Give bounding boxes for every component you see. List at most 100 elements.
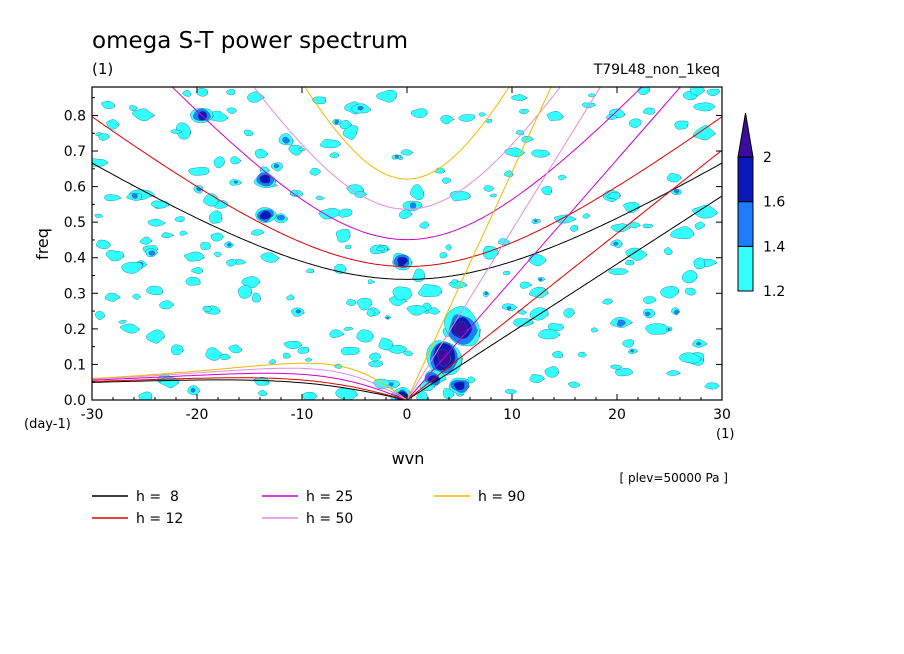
contour-level-1: [642, 107, 655, 115]
contour-level-1: [691, 204, 719, 219]
contour-level-1: [346, 299, 357, 306]
dispersion-curves: [92, 87, 722, 400]
contour-level-1: [95, 239, 111, 249]
contour-level-1: [335, 229, 351, 243]
contour-level-1: [666, 370, 681, 376]
contour-level-2: [673, 189, 680, 194]
contour-level-1: [388, 344, 408, 354]
contour-level-1: [258, 390, 268, 397]
feature-core: [259, 210, 272, 220]
contour-level-1: [315, 195, 325, 200]
contour-level-1: [105, 250, 125, 262]
contour-level-2: [409, 202, 416, 209]
contour-level-1: [546, 110, 564, 121]
contour-level-2: [148, 250, 156, 256]
contour-level-2: [357, 105, 364, 111]
contour-level-1: [297, 347, 309, 354]
contour-level-1: [179, 230, 188, 236]
contour-level-1: [228, 344, 243, 354]
contour-level-1: [376, 89, 397, 103]
contour-level-2: [484, 292, 488, 296]
contour-level-1: [629, 222, 641, 229]
contour-level-1: [637, 87, 651, 95]
contour-level-1: [441, 177, 452, 184]
contour-level-1: [622, 339, 634, 348]
contour-level-1: [624, 259, 635, 266]
x-tick-label: -20: [186, 407, 209, 423]
contour-level-1: [660, 286, 680, 299]
contour-level-1: [226, 89, 236, 96]
chart-subtitle-right: T79L48_non_1keq: [593, 62, 720, 78]
contour-level-1: [398, 209, 413, 219]
contour-level-1: [286, 294, 295, 301]
rossby-curve: [92, 362, 408, 400]
contour-level-1: [226, 107, 237, 114]
contour-level-2: [389, 382, 394, 387]
contour-level-1: [118, 319, 127, 324]
contour-level-1: [642, 223, 654, 229]
y-tick-label: 0.2: [64, 322, 86, 338]
contour-level-1: [502, 270, 511, 276]
contour-level-1: [268, 359, 277, 364]
legend-label: h = 12: [136, 511, 183, 527]
contour-level-1: [412, 268, 426, 283]
contour-level-1: [602, 298, 613, 305]
contour-level-1: [367, 279, 376, 285]
contour-level-1: [343, 326, 354, 331]
contour-level-1: [209, 210, 223, 224]
contour-level-1: [288, 144, 303, 156]
contour-level-1: [663, 247, 673, 255]
y-axis-title: freq: [33, 228, 52, 260]
contour-level-1: [132, 293, 142, 300]
inertio-gravity-curve: [304, 87, 510, 180]
contour-level-1: [132, 108, 156, 122]
contour-level-1: [121, 261, 143, 274]
y-axis: 0.0 0.1 0.2 0.3 0.4 0.5 0.6 0.7 0.8: [64, 97, 722, 409]
contour-level-1: [610, 364, 623, 370]
contour-level-2: [673, 309, 680, 315]
contour-level-1: [188, 167, 210, 176]
contour-level-1: [666, 173, 682, 183]
contour-level-1: [369, 352, 381, 362]
x-axis: -30 -20 -10 0 10 20 30: [81, 87, 731, 423]
legend-label: h = 90: [478, 489, 525, 505]
contour-level-2: [295, 309, 301, 314]
contour-level-1: [251, 292, 261, 303]
power-contours: [92, 87, 720, 400]
contour-level-1: [450, 279, 459, 284]
contour-level-1: [693, 102, 716, 112]
rossby-curve: [92, 372, 408, 400]
contour-level-1: [378, 337, 394, 351]
contour-level-1: [171, 344, 184, 356]
contour-level-1: [445, 244, 452, 251]
contour-level-1: [519, 281, 533, 289]
contour-level-2: [696, 341, 702, 346]
contour-level-1: [146, 329, 166, 344]
inertio-gravity-curve: [92, 116, 722, 267]
rossby-curve: [92, 377, 408, 400]
x-units-label: (1): [716, 427, 734, 442]
x-axis-title: wvn: [392, 449, 425, 468]
contour-level-1: [403, 350, 413, 357]
contour-level-2: [616, 319, 626, 327]
contour-level-1: [210, 232, 224, 242]
contour-level-1: [681, 270, 698, 284]
contour-level-1: [203, 193, 219, 207]
colorbar-segment: [737, 201, 754, 247]
contour-level-1: [183, 251, 205, 262]
colorbar-segment: [737, 156, 754, 203]
contour-level-1: [366, 308, 376, 317]
contour-level-1: [610, 223, 632, 232]
contour-level-2: [227, 242, 232, 247]
contour-level-1: [679, 352, 702, 364]
contour-level-2: [506, 306, 512, 311]
contour-level-1: [693, 125, 717, 141]
rossby-curve: [92, 367, 408, 400]
kelvin-curve: [406, 87, 682, 400]
legend-label: h = 50: [306, 511, 353, 527]
feature-core: [453, 381, 465, 391]
contour-level-1: [104, 292, 121, 302]
contour-level-1: [342, 125, 358, 140]
contour-level-1: [643, 296, 657, 304]
contour-level-1: [670, 226, 695, 240]
